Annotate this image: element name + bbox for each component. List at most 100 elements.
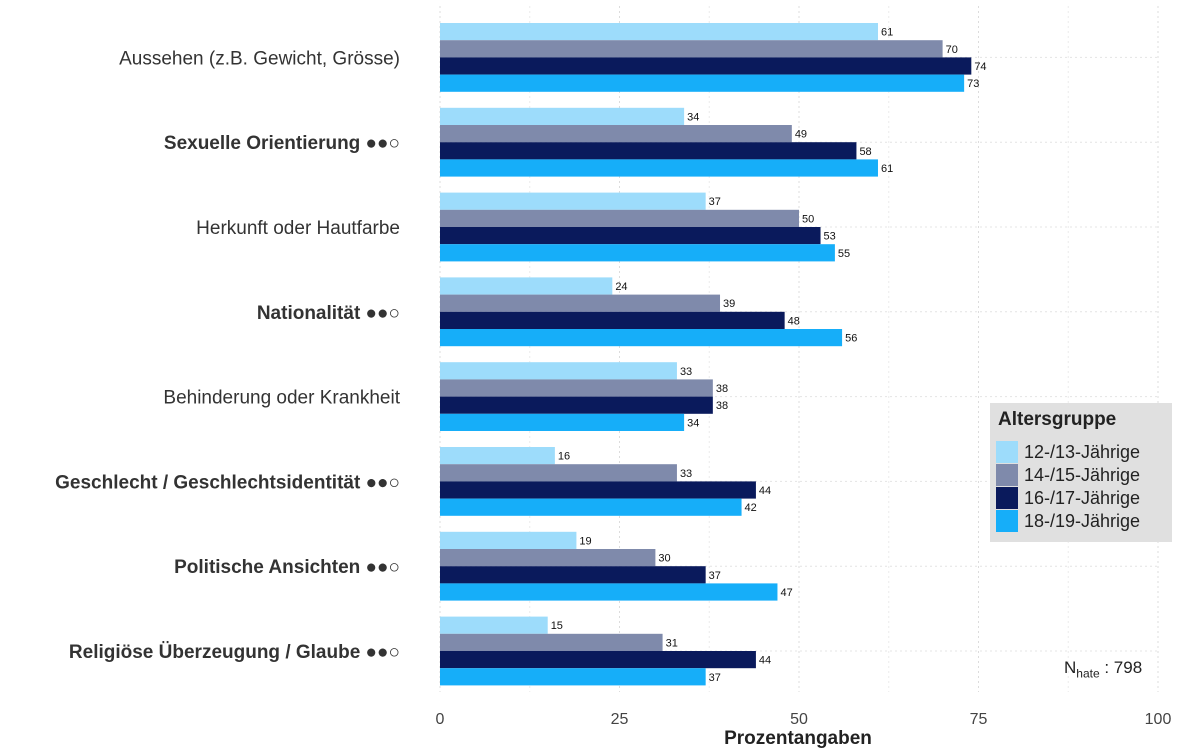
data-label: 73 <box>967 78 979 90</box>
x-tick-label: 100 <box>1145 711 1172 728</box>
data-label: 38 <box>716 400 728 412</box>
x-tick-labels: 0 25 50 75 100 <box>436 711 1172 728</box>
data-label: 33 <box>680 468 692 480</box>
bar <box>440 566 706 584</box>
data-label: 31 <box>666 637 678 649</box>
bar <box>440 531 577 549</box>
legend-item: 12-/13-Jährige <box>996 441 1140 463</box>
data-label: 58 <box>859 146 871 158</box>
bar <box>440 379 713 397</box>
data-label: 15 <box>551 620 563 632</box>
bar <box>440 481 756 499</box>
x-tick-label: 0 <box>436 711 445 728</box>
legend: Altersgruppe 12-/13-Jährige 14-/15-Jähri… <box>990 403 1172 542</box>
bar <box>440 159 878 177</box>
data-label: 30 <box>658 553 670 565</box>
data-label: 70 <box>946 44 958 56</box>
data-label: 48 <box>788 315 800 327</box>
category-labels: Aussehen (z.B. Gewicht, Grösse) Sexuelle … <box>55 48 401 663</box>
legend-label: 16-/17-Jährige <box>1024 487 1141 508</box>
x-tick-label: 25 <box>611 711 629 728</box>
legend-item: 16-/17-Jährige <box>996 487 1140 509</box>
bar <box>440 583 778 601</box>
legend-label: 14-/15-Jährige <box>1024 464 1141 485</box>
bar <box>440 633 663 651</box>
n-value: : 798 <box>1099 658 1143 677</box>
category-label: Geschlecht / Geschlechtsidentität ●●○ <box>55 472 400 493</box>
bar <box>440 277 613 295</box>
bar <box>440 142 857 160</box>
data-label: 24 <box>615 281 627 293</box>
category-label: Politische Ansichten ●●○ <box>174 557 400 578</box>
bar <box>440 74 965 92</box>
bar <box>440 498 742 516</box>
data-label: 55 <box>838 248 850 260</box>
legend-label: 18-/19-Jährige <box>1024 510 1141 531</box>
bar <box>440 329 843 347</box>
x-tick-label: 75 <box>970 711 988 728</box>
data-label: 33 <box>680 366 692 378</box>
bar <box>440 311 785 329</box>
data-label: 61 <box>881 163 893 175</box>
data-label: 37 <box>709 196 721 208</box>
data-label: 16 <box>558 451 570 463</box>
category-label: Sexuelle Orientierung ●●○ <box>164 133 400 154</box>
data-label: 38 <box>716 383 728 395</box>
bar <box>440 107 685 125</box>
data-label: 42 <box>745 502 757 514</box>
data-label: 34 <box>687 417 699 429</box>
category-label: Nationalität ●●○ <box>257 303 400 324</box>
legend-swatch <box>996 510 1018 532</box>
bar <box>440 192 706 210</box>
bar <box>440 447 555 465</box>
bar <box>440 616 548 634</box>
n-symbol: N <box>1064 658 1077 677</box>
legend-swatch <box>996 487 1018 509</box>
legend-swatch <box>996 464 1018 486</box>
data-label: 56 <box>845 333 857 345</box>
n-subscript: hate <box>1076 666 1100 681</box>
bar <box>440 362 677 380</box>
bar <box>440 549 656 567</box>
bar <box>440 40 943 58</box>
bar <box>440 23 878 41</box>
bar <box>440 413 685 431</box>
legend-swatch <box>996 441 1018 463</box>
bar <box>440 227 821 245</box>
category-label: Aussehen (z.B. Gewicht, Grösse) <box>119 48 400 69</box>
bar <box>440 209 799 227</box>
data-label: 74 <box>974 61 986 73</box>
bar <box>440 57 972 75</box>
data-label: 34 <box>687 111 699 123</box>
sample-size-note: Nhate : 798 <box>1064 658 1142 680</box>
legend-item: 18-/19-Jährige <box>996 510 1140 532</box>
bar <box>440 244 835 262</box>
category-label: Herkunft oder Hautfarbe <box>196 218 400 239</box>
data-label: 39 <box>723 298 735 310</box>
bar <box>440 668 706 686</box>
data-label: 37 <box>709 672 721 684</box>
legend-title: Altersgruppe <box>998 409 1117 430</box>
x-tick-label: 50 <box>790 711 808 728</box>
data-label: 44 <box>759 655 771 667</box>
legend-label: 12-/13-Jährige <box>1024 441 1141 462</box>
bar <box>440 294 721 312</box>
data-label: 50 <box>802 213 814 225</box>
data-label: 53 <box>824 231 836 243</box>
data-label: 47 <box>780 587 792 599</box>
data-label: 49 <box>795 129 807 141</box>
data-label: 61 <box>881 27 893 39</box>
legend-item: 14-/15-Jährige <box>996 464 1140 486</box>
bar <box>440 464 677 482</box>
data-label: 19 <box>579 535 591 547</box>
category-label: Religiöse Überzeugung / Glaube ●●○ <box>69 642 400 663</box>
data-label: 44 <box>759 485 771 497</box>
bar <box>440 125 792 143</box>
data-label: 37 <box>709 570 721 582</box>
x-axis-title: Prozentangaben <box>724 728 872 749</box>
bar <box>440 396 713 414</box>
bar <box>440 651 756 669</box>
category-label: Behinderung oder Krankheit <box>163 388 400 409</box>
